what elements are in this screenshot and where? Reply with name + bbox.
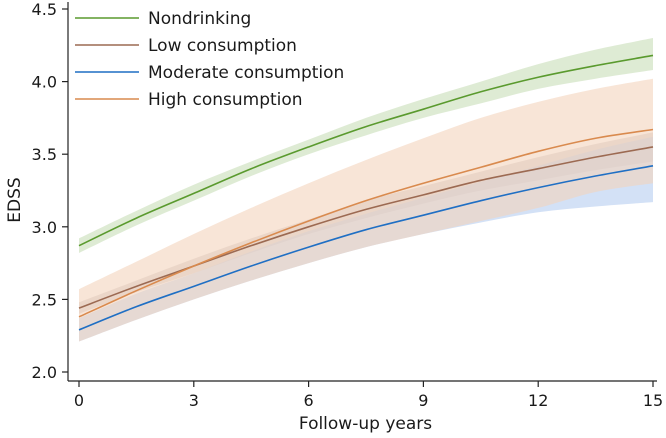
x-tick-label: 0 [74,391,84,410]
x-tick-label: 15 [643,391,663,410]
y-tick-label: 2.5 [32,290,57,309]
band-nondrinking [79,38,653,253]
legend-label-high-consumption: High consumption [148,90,303,110]
y-tick-label: 3.5 [32,145,57,164]
y-tick-label: 2.0 [32,363,57,382]
y-tick-label: 4.0 [32,73,57,92]
line-low-consumption [78,146,654,309]
line-high-consumption [78,128,654,318]
y-axis-label: EDSS [5,177,25,222]
line-nondrinking [78,54,654,247]
legend-label-nondrinking: Nondrinking [148,9,251,29]
series-lines [78,54,654,331]
x-tick-label: 6 [304,391,314,410]
x-tick-label: 9 [418,391,428,410]
x-axis-ticks: 0 3 6 9 12 15 [74,381,663,410]
axes: 2.0 2.5 3.0 3.5 4.0 4.5 0 3 6 9 12 15 Follow-up ye… [5,0,663,434]
x-tick-label: 12 [528,391,548,410]
legend: Nondrinking Low consumption Moderate consu… [75,9,344,110]
x-axis-label: Follow-up years [299,414,432,434]
y-tick-label: 4.5 [32,0,57,19]
legend-label-moderate-consumption: Moderate consumption [148,63,344,83]
legend-label-low-consumption: Low consumption [148,36,297,56]
y-tick-label: 3.0 [32,218,57,237]
y-axis-ticks: 2.0 2.5 3.0 3.5 4.0 4.5 [32,0,68,382]
line-moderate-consumption [78,165,654,331]
x-tick-label: 3 [189,391,199,410]
